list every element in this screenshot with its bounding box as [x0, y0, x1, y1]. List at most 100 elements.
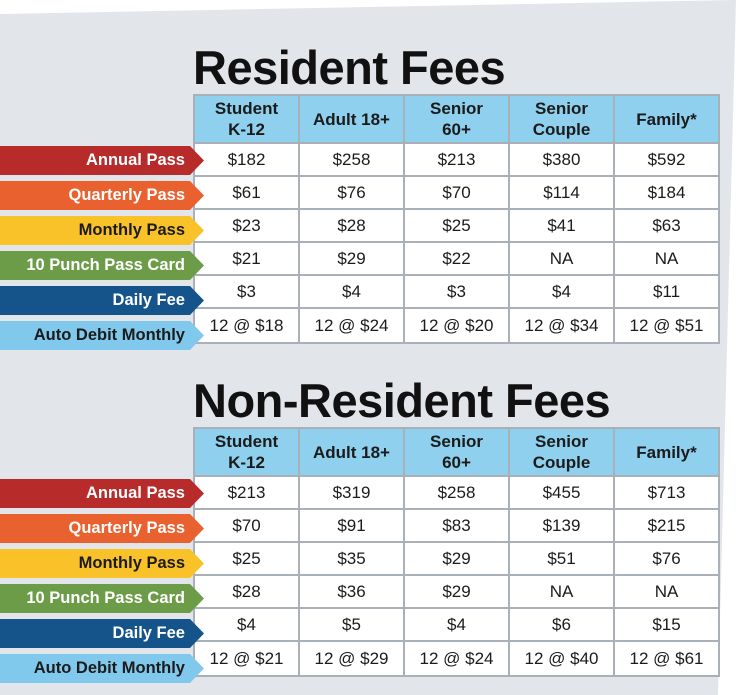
row-label-quarterly-pass: Quarterly Pass	[0, 181, 204, 210]
table-cell: $258	[403, 475, 510, 510]
row-label-monthly-pass: Monthly Pass	[0, 216, 204, 245]
row-label-text: Quarterly Pass	[68, 186, 185, 204]
col-header-senior: Senior 60+	[403, 94, 510, 144]
col-header-adult: Adult 18+	[298, 94, 405, 144]
table-row: $182 $258 $213 $380 $592	[193, 142, 720, 177]
col-header-couple-l1: Senior	[535, 432, 588, 451]
table-cell: $36	[298, 574, 405, 609]
col-header-student: Student K-12	[193, 427, 300, 477]
table-cell: 12 @ $20	[403, 307, 510, 344]
table-cell: $213	[403, 142, 510, 177]
header-row: Student K-12 Adult 18+ Senior 60+ Senior Co…	[193, 427, 720, 477]
table-cell: $63	[613, 208, 720, 243]
row-label-annual-pass: Annual Pass	[0, 479, 204, 508]
table-cell: $76	[613, 541, 720, 576]
row-label-annual-pass: Annual Pass	[0, 146, 204, 175]
col-header-couple-l2: Couple	[532, 453, 591, 472]
table-cell: $4	[298, 274, 405, 309]
row-label-daily-fee: Daily Fee	[0, 619, 204, 648]
table-cell: $213	[193, 475, 300, 510]
nonresident-fees-title: Non-Resident Fees	[193, 374, 611, 427]
table-cell: 12 @ $51	[613, 307, 720, 344]
table-cell: 12 @ $29	[298, 640, 405, 677]
col-header-family-l1: Family*	[636, 442, 697, 462]
table-cell: $22	[403, 241, 510, 276]
table-row: $25 $35 $29 $51 $76	[193, 541, 720, 576]
row-label-punch-card: 10 Punch Pass Card	[0, 251, 204, 280]
nonresident-fees-table: Student K-12 Adult 18+ Senior 60+ Senior Co…	[193, 427, 720, 677]
col-header-adult-l1: Adult 18+	[313, 109, 390, 129]
table-cell: $319	[298, 475, 405, 510]
table-cell: $184	[613, 175, 720, 210]
row-label-auto-debit: Auto Debit Monthly	[0, 321, 204, 350]
table-cell: $258	[298, 142, 405, 177]
table-cell: $29	[298, 241, 405, 276]
col-header-student-l1: Student	[214, 432, 279, 451]
table-cell: $4	[193, 607, 300, 642]
row-label-quarterly-pass: Quarterly Pass	[0, 514, 204, 543]
table-row: $61 $76 $70 $114 $184	[193, 175, 720, 210]
table-row: $213 $319 $258 $455 $713	[193, 475, 720, 510]
col-header-senior-couple: Senior Couple	[508, 427, 615, 477]
col-header-couple-l2: Couple	[532, 120, 591, 139]
table-row: 12 @ $18 12 @ $24 12 @ $20 12 @ $34 12 @…	[193, 307, 720, 344]
table-cell: 12 @ $24	[403, 640, 510, 677]
col-header-senior-l1: Senior	[430, 99, 483, 118]
table-cell: $61	[193, 175, 300, 210]
table-cell: $41	[508, 208, 615, 243]
row-label-text: Auto Debit Monthly	[33, 326, 185, 344]
table-row: $21 $29 $22 NA NA	[193, 241, 720, 276]
col-header-family-l1: Family*	[636, 109, 697, 129]
col-header-family: Family*	[613, 94, 720, 144]
row-label-text: Daily Fee	[112, 624, 185, 642]
col-header-student-l2: K-12	[228, 453, 265, 472]
row-label-text: Monthly Pass	[78, 554, 185, 572]
table-cell: $51	[508, 541, 615, 576]
table-cell: $28	[193, 574, 300, 609]
table-cell: $713	[613, 475, 720, 510]
col-header-family: Family*	[613, 427, 720, 477]
table-cell: $83	[403, 508, 510, 543]
col-header-senior-l2: 60+	[442, 120, 471, 139]
table-cell: $4	[508, 274, 615, 309]
resident-fees-title: Resident Fees	[193, 41, 506, 94]
table-cell: $25	[403, 208, 510, 243]
table-cell: $25	[193, 541, 300, 576]
table-cell: 12 @ $40	[508, 640, 615, 677]
col-header-senior-couple: Senior Couple	[508, 94, 615, 144]
table-cell: $21	[193, 241, 300, 276]
col-header-senior-l2: 60+	[442, 453, 471, 472]
table-cell: $70	[403, 175, 510, 210]
col-header-couple-l1: Senior	[535, 99, 588, 118]
table-cell: $455	[508, 475, 615, 510]
table-cell: $3	[403, 274, 510, 309]
col-header-student: Student K-12	[193, 94, 300, 144]
table-cell: $5	[298, 607, 405, 642]
table-cell: $28	[298, 208, 405, 243]
table-cell: $91	[298, 508, 405, 543]
table-cell: $29	[403, 541, 510, 576]
row-label-monthly-pass: Monthly Pass	[0, 549, 204, 578]
row-label-auto-debit: Auto Debit Monthly	[0, 654, 204, 683]
row-label-text: Daily Fee	[112, 291, 185, 309]
row-label-text: 10 Punch Pass Card	[26, 256, 185, 274]
table-cell: $215	[613, 508, 720, 543]
table-cell: $70	[193, 508, 300, 543]
table-row: $3 $4 $3 $4 $11	[193, 274, 720, 309]
table-cell: 12 @ $34	[508, 307, 615, 344]
col-header-adult: Adult 18+	[298, 427, 405, 477]
resident-fees-table: Student K-12 Adult 18+ Senior 60+ Senior Co…	[193, 94, 720, 344]
col-header-senior-l1: Senior	[430, 432, 483, 451]
row-label-text: Monthly Pass	[78, 221, 185, 239]
table-cell: 12 @ $24	[298, 307, 405, 344]
table-cell: $139	[508, 508, 615, 543]
table-cell: NA	[508, 241, 615, 276]
table-cell: 12 @ $21	[193, 640, 300, 677]
col-header-student-l2: K-12	[228, 120, 265, 139]
table-cell: $15	[613, 607, 720, 642]
table-cell: 12 @ $61	[613, 640, 720, 677]
table-cell: $23	[193, 208, 300, 243]
table-cell: $29	[403, 574, 510, 609]
table-cell: $76	[298, 175, 405, 210]
table-cell: $4	[403, 607, 510, 642]
